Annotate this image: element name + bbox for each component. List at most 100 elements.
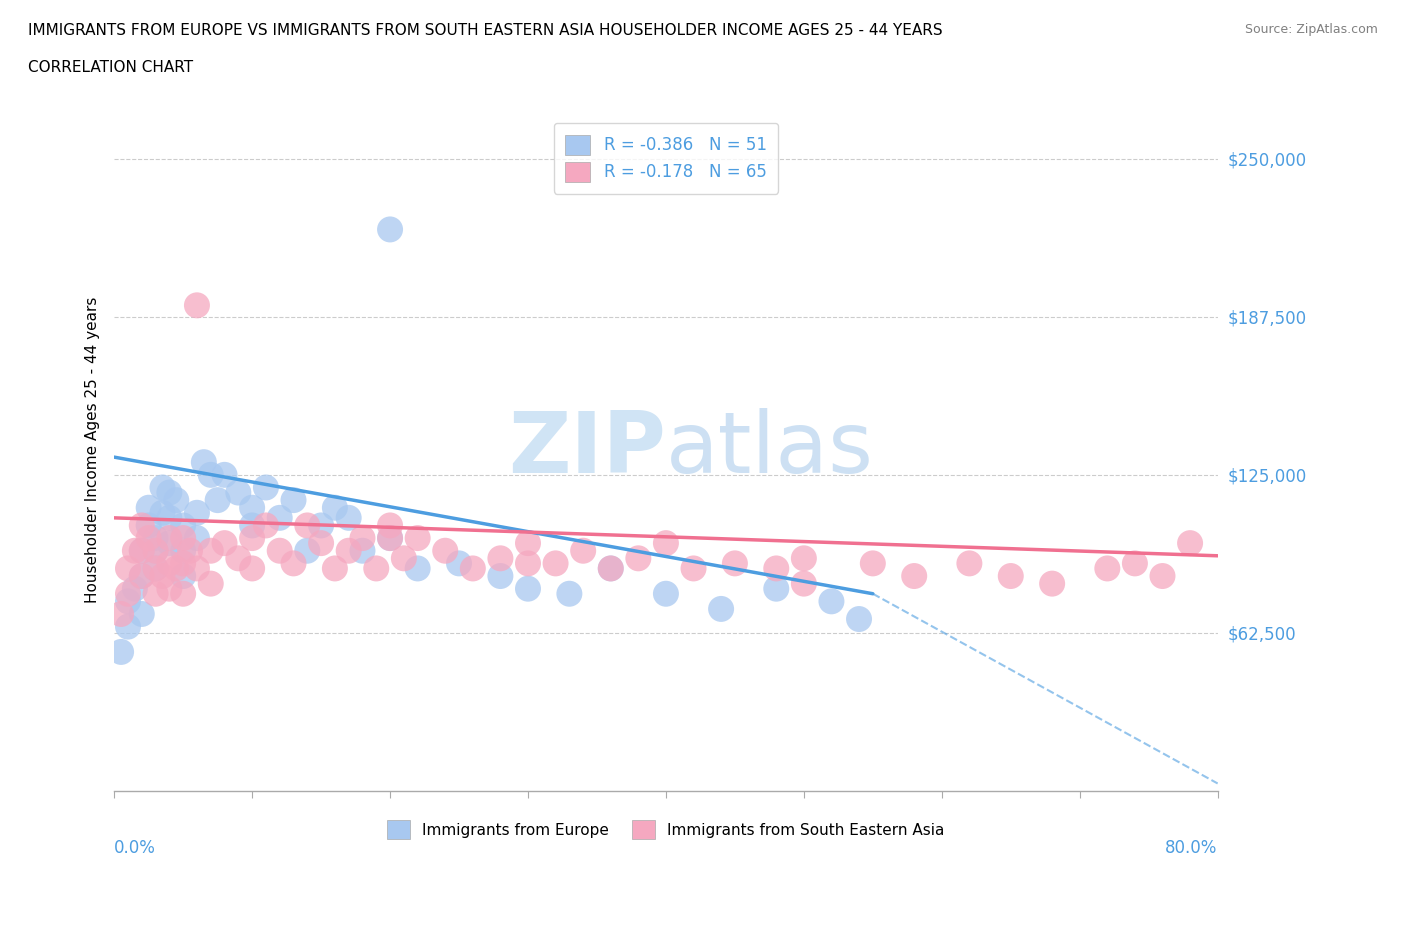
Point <box>793 577 815 591</box>
Point <box>434 543 457 558</box>
Point <box>517 581 540 596</box>
Text: IMMIGRANTS FROM EUROPE VS IMMIGRANTS FROM SOUTH EASTERN ASIA HOUSEHOLDER INCOME : IMMIGRANTS FROM EUROPE VS IMMIGRANTS FRO… <box>28 23 943 38</box>
Point <box>138 518 160 533</box>
Point <box>172 556 194 571</box>
Point <box>214 468 236 483</box>
Point <box>337 511 360 525</box>
Point <box>599 561 621 576</box>
Text: Source: ZipAtlas.com: Source: ZipAtlas.com <box>1244 23 1378 36</box>
Point <box>240 500 263 515</box>
Point <box>1178 536 1201 551</box>
Point <box>710 602 733 617</box>
Point <box>110 644 132 659</box>
Point <box>152 568 174 583</box>
Point <box>309 518 332 533</box>
Point <box>1040 577 1063 591</box>
Point <box>117 619 139 634</box>
Point <box>117 561 139 576</box>
Point <box>138 531 160 546</box>
Point <box>309 536 332 551</box>
Point <box>172 568 194 583</box>
Point <box>254 518 277 533</box>
Point <box>765 581 787 596</box>
Point <box>145 561 167 576</box>
Point <box>1097 561 1119 576</box>
Point <box>269 511 291 525</box>
Point <box>323 500 346 515</box>
Point <box>131 518 153 533</box>
Text: 0.0%: 0.0% <box>114 839 156 857</box>
Point <box>200 543 222 558</box>
Point <box>165 561 187 576</box>
Point <box>240 518 263 533</box>
Point <box>214 536 236 551</box>
Text: ZIP: ZIP <box>508 408 666 491</box>
Point <box>186 298 208 312</box>
Point <box>392 551 415 565</box>
Point <box>337 543 360 558</box>
Point <box>124 581 146 596</box>
Point <box>131 568 153 583</box>
Point <box>765 561 787 576</box>
Point <box>558 586 581 601</box>
Point <box>131 568 153 583</box>
Point <box>145 561 167 576</box>
Point <box>200 468 222 483</box>
Point <box>131 606 153 621</box>
Point <box>179 543 201 558</box>
Point <box>297 518 319 533</box>
Point <box>207 493 229 508</box>
Point <box>297 543 319 558</box>
Point <box>406 531 429 546</box>
Point <box>352 543 374 558</box>
Point <box>862 556 884 571</box>
Point <box>848 612 870 627</box>
Point <box>117 586 139 601</box>
Point <box>228 485 250 500</box>
Point <box>544 556 567 571</box>
Point <box>172 586 194 601</box>
Point <box>240 531 263 546</box>
Point <box>186 505 208 520</box>
Point <box>572 543 595 558</box>
Point <box>957 556 980 571</box>
Text: atlas: atlas <box>666 408 875 491</box>
Point <box>489 551 512 565</box>
Point <box>186 531 208 546</box>
Point <box>517 536 540 551</box>
Point <box>152 505 174 520</box>
Point <box>489 568 512 583</box>
Point <box>447 556 470 571</box>
Point <box>903 568 925 583</box>
Point <box>1152 568 1174 583</box>
Point <box>193 455 215 470</box>
Text: CORRELATION CHART: CORRELATION CHART <box>28 60 193 75</box>
Point <box>131 543 153 558</box>
Point <box>152 480 174 495</box>
Point <box>172 543 194 558</box>
Point <box>157 485 180 500</box>
Point <box>157 536 180 551</box>
Point <box>145 531 167 546</box>
Point <box>157 531 180 546</box>
Point <box>655 586 678 601</box>
Point <box>352 531 374 546</box>
Point <box>110 606 132 621</box>
Point <box>200 577 222 591</box>
Point <box>599 561 621 576</box>
Y-axis label: Householder Income Ages 25 - 44 years: Householder Income Ages 25 - 44 years <box>86 297 100 603</box>
Text: 80.0%: 80.0% <box>1166 839 1218 857</box>
Point <box>724 556 747 571</box>
Point <box>269 543 291 558</box>
Point <box>145 543 167 558</box>
Point <box>124 543 146 558</box>
Point <box>254 480 277 495</box>
Point <box>517 556 540 571</box>
Point <box>406 561 429 576</box>
Point <box>378 518 401 533</box>
Point <box>283 556 305 571</box>
Point <box>627 551 650 565</box>
Point <box>145 543 167 558</box>
Point <box>240 561 263 576</box>
Point <box>1000 568 1022 583</box>
